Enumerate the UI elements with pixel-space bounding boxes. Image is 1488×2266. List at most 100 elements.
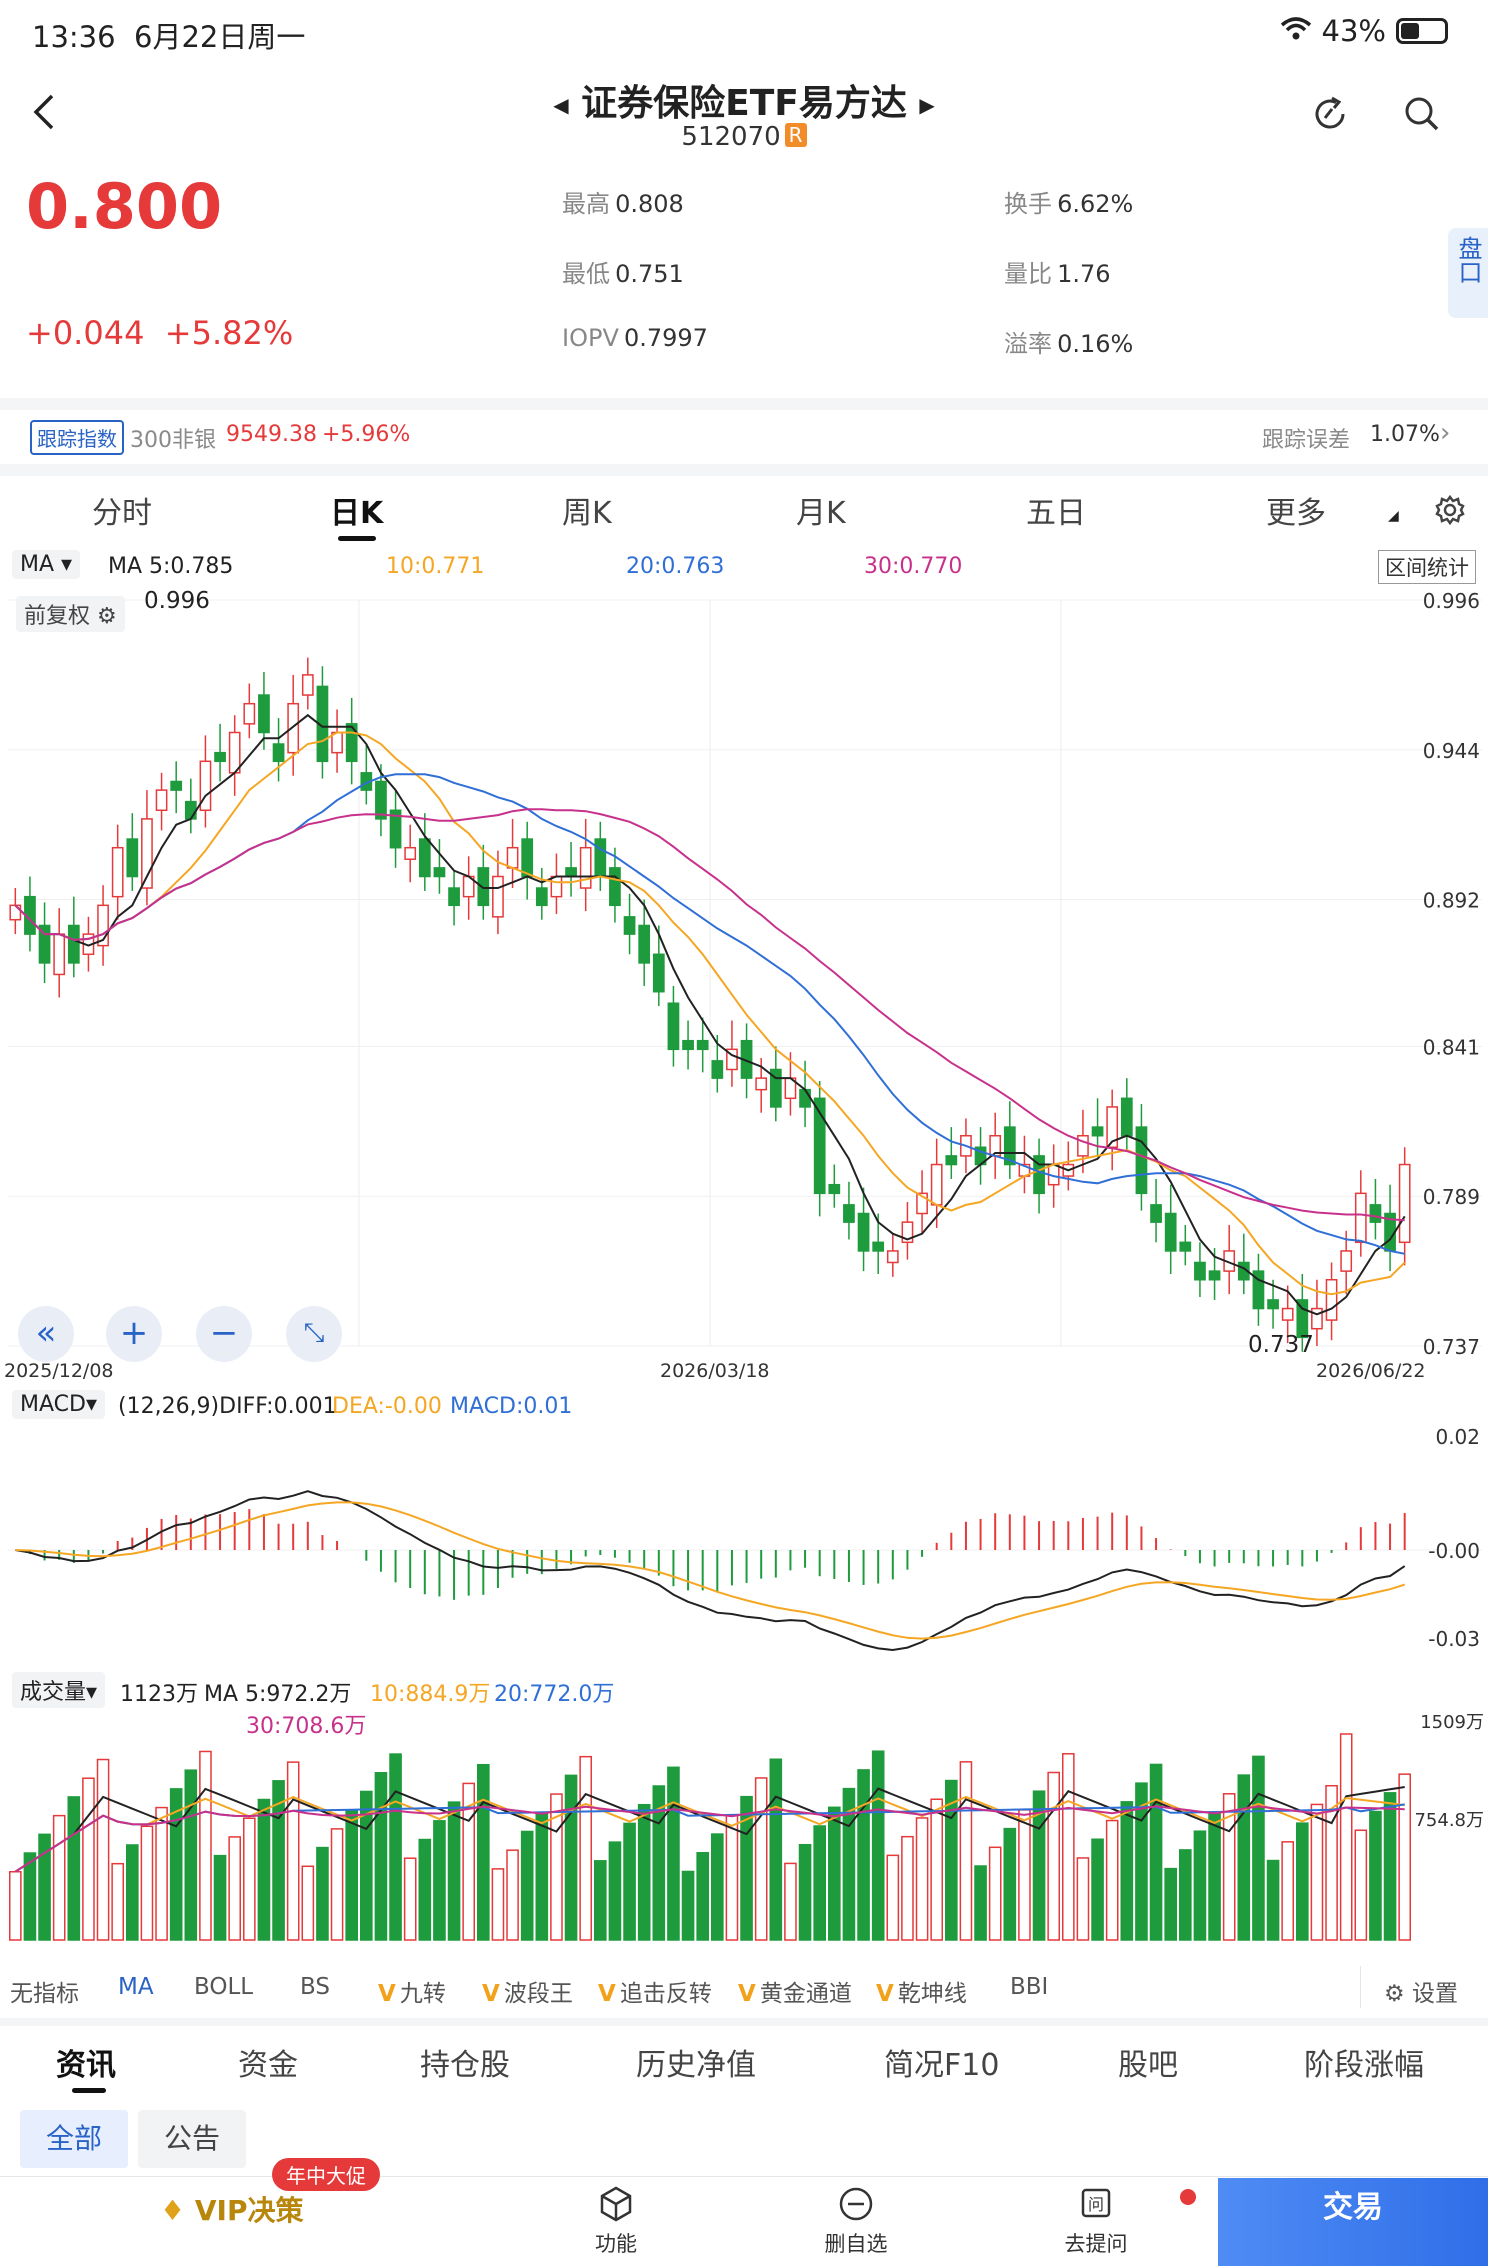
zoom-out-button[interactable]: −: [196, 1306, 252, 1362]
volume-tick-label: 1509万: [1420, 1712, 1484, 1733]
volume-bar: [857, 1769, 870, 1941]
fuquan-button[interactable]: 前复权 ⚙: [16, 596, 125, 632]
refresh-icon[interactable]: [1310, 94, 1350, 138]
func-button[interactable]: 功能: [592, 2185, 640, 2258]
volume-bar: [945, 1779, 958, 1941]
volume-bar: [901, 1835, 914, 1941]
tab-month-k[interactable]: 月K: [796, 496, 846, 531]
volume-bar: [213, 1854, 227, 1941]
volume-bar: [1076, 1857, 1090, 1941]
candle-body: [433, 867, 446, 878]
candle-body: [404, 846, 417, 860]
fullscreen-button[interactable]: ⤡: [286, 1306, 342, 1362]
divider: [0, 2018, 1488, 2026]
volume-bar: [433, 1820, 446, 1941]
volume-bar: [169, 1788, 183, 1941]
tab-day-k[interactable]: 日K: [330, 496, 384, 531]
volume-ma30: 30:708.6万: [246, 1714, 367, 1739]
volume-bar: [374, 1772, 388, 1941]
volume-bar: [272, 1780, 285, 1941]
candle-body: [170, 780, 183, 791]
rewind-button[interactable]: «: [18, 1306, 74, 1362]
track-index-bar[interactable]: 跟踪指数 300非银 9549.38 +5.96% 跟踪误差 1.07% ›: [0, 412, 1488, 462]
ind-bbi[interactable]: BBI: [1010, 1974, 1049, 2000]
search-icon[interactable]: [1402, 94, 1442, 138]
ind-none[interactable]: 无指标: [10, 1981, 79, 2007]
candlestick-chart[interactable]: 0.996 0.944 0.892 0.841 0.789 0.737: [0, 586, 1488, 1386]
remove-watchlist-button[interactable]: 删自选: [822, 2185, 890, 2258]
ind-zhuiji[interactable]: V 追击反转: [598, 1981, 712, 2007]
macd-value: MACD:0.01: [450, 1394, 573, 1419]
prev-stock-icon[interactable]: ◀: [553, 93, 569, 117]
gear-icon[interactable]: [1434, 494, 1466, 534]
volume-bar: [754, 1777, 768, 1941]
ma-dropdown[interactable]: MA ▾: [12, 550, 81, 579]
candle-body: [97, 904, 109, 947]
candle-body: [1164, 1212, 1177, 1252]
volume-bar: [886, 1854, 900, 1941]
candle-body: [1077, 1134, 1089, 1157]
tab-funds[interactable]: 资金: [238, 2048, 298, 2083]
iopv-field: IOPV 0.7997: [562, 324, 708, 352]
current-price: 0.800: [26, 170, 223, 243]
volume-bar: [462, 1782, 475, 1941]
candle-body: [609, 867, 621, 907]
back-icon[interactable]: [30, 92, 58, 136]
tab-holdings[interactable]: 持仓股: [420, 2048, 510, 2083]
ma30-line: [14, 808, 1405, 1222]
vip-button[interactable]: ♦ VIP决策: [160, 2194, 304, 2227]
volume-bar: [725, 1814, 739, 1941]
chip-all[interactable]: 全部: [20, 2110, 129, 2168]
tab-news[interactable]: 资讯: [56, 2048, 116, 2083]
volume-chart[interactable]: 1509万 754.8万: [0, 1704, 1488, 1944]
volume-bar: [769, 1758, 783, 1941]
section-tabs: 资讯 资金 持仓股 历史净值 简况F10 股吧 阶段涨幅: [0, 2040, 1488, 2100]
ind-boll[interactable]: BOLL: [194, 1974, 254, 2000]
diff-line: [15, 1490, 1406, 1652]
tab-fenshi[interactable]: 分时: [92, 496, 152, 531]
ask-button[interactable]: 问 去提问: [1062, 2185, 1130, 2258]
volume-bar: [447, 1801, 461, 1941]
tab-five-day[interactable]: 五日: [1026, 496, 1086, 531]
ind-ma[interactable]: MA: [118, 1974, 154, 2000]
tab-more[interactable]: 更多: [1266, 496, 1326, 531]
volume-bar: [286, 1761, 300, 1941]
tab-week-k[interactable]: 周K: [562, 496, 612, 531]
tab-guba[interactable]: 股吧: [1118, 2048, 1178, 2083]
volume-bar: [623, 1822, 636, 1941]
range-stats-button[interactable]: 区间统计: [1378, 550, 1476, 584]
candle-body: [1003, 1126, 1016, 1166]
ind-qiankun[interactable]: V 乾坤线: [876, 1981, 967, 2007]
candle-body: [258, 694, 270, 734]
page-title: ◀ 证券保险ETF易方达 ▶: [553, 83, 935, 124]
next-stock-icon[interactable]: ▶: [919, 93, 935, 117]
pankou-button[interactable]: 盘口: [1448, 228, 1488, 318]
ind-huangjin[interactable]: V 黄金通道: [738, 1981, 852, 2007]
track-error-label: 跟踪误差: [1262, 428, 1351, 453]
tab-f10[interactable]: 简况F10: [884, 2048, 1000, 2083]
volume-bar: [696, 1852, 709, 1941]
macd-chart[interactable]: 0.02 -0.00 -0.03: [0, 1420, 1488, 1664]
volume-bar: [681, 1870, 695, 1941]
ind-jiuzhuan[interactable]: V 九转: [378, 1981, 446, 2007]
chip-announcement[interactable]: 公告: [138, 2110, 247, 2168]
vip-icon: ♦: [160, 2194, 186, 2227]
volume-bar: [1310, 1803, 1324, 1941]
candle-body: [769, 1068, 782, 1108]
tab-stage-gain[interactable]: 阶段涨幅: [1304, 2048, 1424, 2083]
ind-bs[interactable]: BS: [300, 1974, 330, 2000]
tab-nav-history[interactable]: 历史净值: [636, 2048, 756, 2083]
volume-bar: [1018, 1809, 1031, 1941]
volume-bar: [974, 1865, 987, 1941]
ind-boduanwang[interactable]: V 波段王: [482, 1981, 573, 2007]
volume-bar: [1354, 1829, 1368, 1941]
volume-dropdown[interactable]: 成交量▾: [12, 1672, 106, 1708]
ind-settings[interactable]: ⚙ 设置: [1384, 1981, 1458, 2007]
candle-body: [579, 846, 592, 889]
macd-tick-label: 0.02: [1435, 1425, 1480, 1449]
macd-dropdown[interactable]: MACD▾: [12, 1390, 105, 1419]
volume-bar: [316, 1846, 329, 1941]
volume-bar: [594, 1860, 607, 1941]
zoom-in-button[interactable]: +: [106, 1306, 162, 1362]
trade-button[interactable]: 交易: [1218, 2178, 1488, 2266]
